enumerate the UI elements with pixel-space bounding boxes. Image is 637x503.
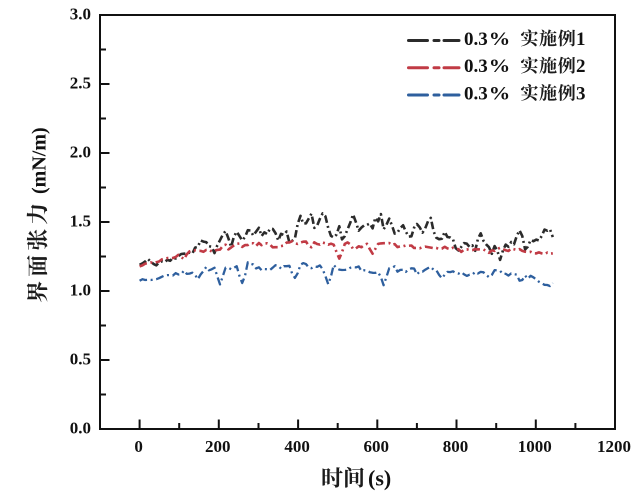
svg-text:2.0: 2.0 <box>70 142 91 161</box>
svg-text:2: 2 <box>576 56 586 77</box>
svg-text:1000: 1000 <box>518 437 552 456</box>
svg-text:0.3: 0.3 <box>464 83 488 104</box>
svg-text:(mN/m): (mN/m) <box>28 127 50 194</box>
svg-text:%: % <box>489 56 511 77</box>
svg-text:%: % <box>489 83 511 104</box>
svg-text:1.0: 1.0 <box>70 280 91 299</box>
svg-text:1: 1 <box>576 29 586 50</box>
svg-text:1.5: 1.5 <box>70 211 91 230</box>
svg-text:0.5: 0.5 <box>70 349 91 368</box>
svg-text:3.0: 3.0 <box>70 4 91 23</box>
svg-text:600: 600 <box>364 437 390 456</box>
svg-text:0.3: 0.3 <box>464 29 488 50</box>
svg-text:1200: 1200 <box>597 437 631 456</box>
svg-text:200: 200 <box>205 437 231 456</box>
svg-text:3: 3 <box>576 83 586 104</box>
svg-text:400: 400 <box>284 437 310 456</box>
svg-text:800: 800 <box>443 437 469 456</box>
svg-text:%: % <box>489 29 511 50</box>
svg-text:0.0: 0.0 <box>70 418 91 437</box>
svg-text:0: 0 <box>134 437 143 456</box>
svg-text:2.5: 2.5 <box>70 73 91 92</box>
svg-text:0.3: 0.3 <box>464 56 488 77</box>
svg-text:(s): (s) <box>368 466 391 491</box>
